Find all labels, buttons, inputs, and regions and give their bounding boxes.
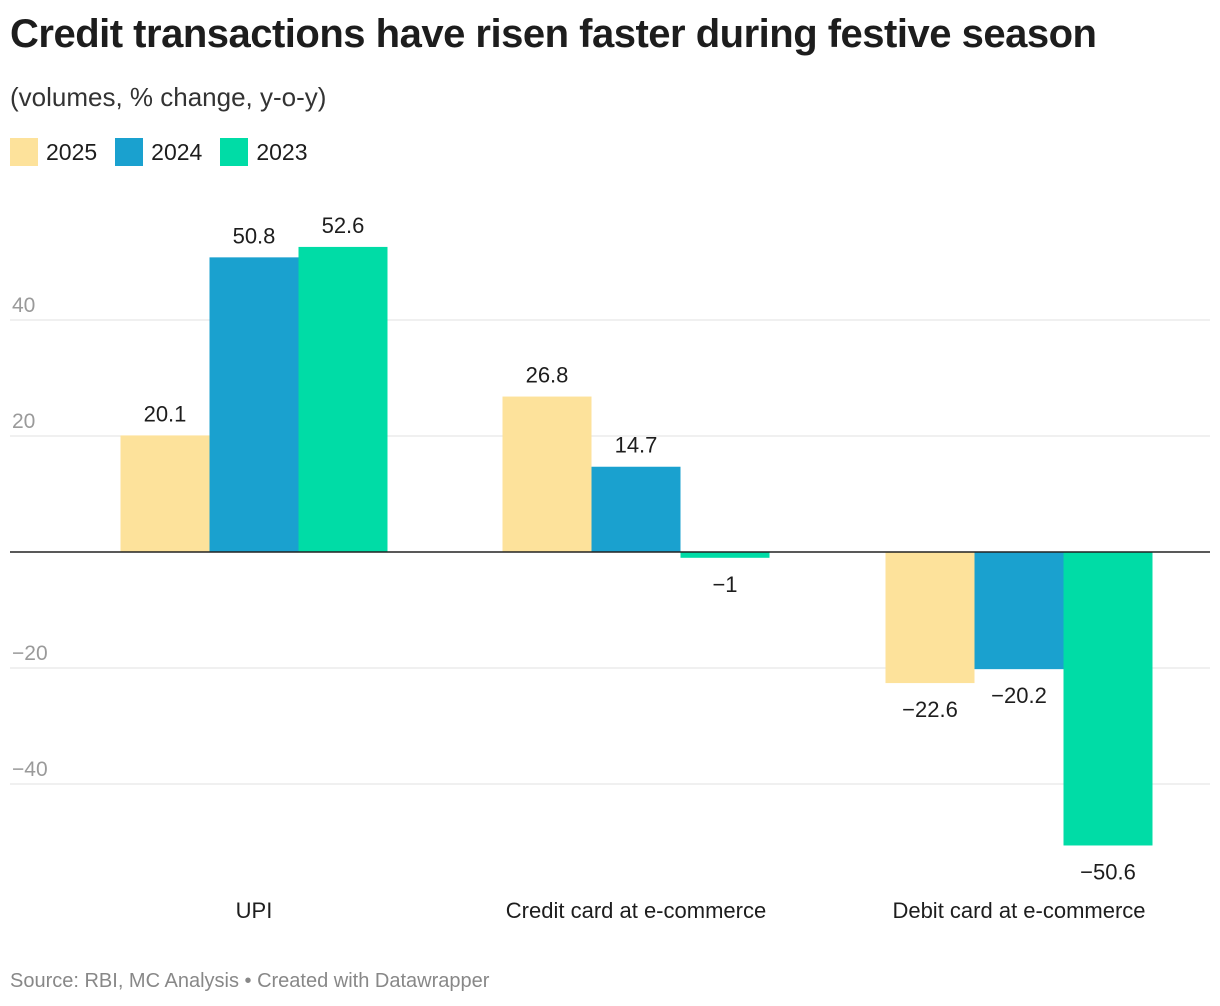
legend-label: 2025: [46, 138, 98, 165]
bar-2024: [209, 257, 299, 552]
data-label: −1: [712, 572, 737, 597]
data-label: 26.8: [526, 363, 569, 388]
bar-2025: [885, 552, 975, 684]
legend-swatch: [10, 138, 38, 166]
data-label: −22.6: [902, 697, 958, 722]
bar-2023: [680, 552, 770, 558]
legend-swatch: [115, 138, 144, 166]
legend: 2025 2024 2023: [10, 138, 308, 166]
legend-label: 2024: [151, 138, 203, 165]
data-label: 14.7: [615, 433, 658, 458]
data-label: 50.8: [233, 223, 276, 248]
source-note: Source: RBI, MC Analysis • Created with …: [10, 970, 490, 992]
bar-2023: [1063, 552, 1153, 846]
y-tick-label: 40: [12, 294, 35, 317]
y-tick-label: −20: [12, 642, 48, 665]
bar-2024: [591, 466, 681, 552]
data-label: 52.6: [322, 213, 365, 238]
data-label: 20.1: [144, 401, 187, 426]
legend-item-2023: 2023: [220, 138, 308, 166]
x-category-label: Credit card at e-commerce: [506, 898, 766, 923]
legend-item-2024: 2024: [115, 138, 202, 166]
data-label: −50.6: [1080, 859, 1136, 884]
x-category-label: UPI: [236, 898, 273, 923]
legend-item-2025: 2025: [10, 138, 97, 166]
bar-2025: [120, 435, 210, 552]
data-label: −20.2: [991, 683, 1047, 708]
x-category-label: Debit card at e-commerce: [892, 898, 1145, 923]
chart-title: Credit transactions have risen faster du…: [10, 12, 1097, 56]
bar-2025: [502, 396, 592, 552]
chart-subtitle: (volumes, % change, y-o-y): [10, 82, 327, 112]
legend-label: 2023: [256, 138, 308, 165]
legend-swatch: [220, 138, 249, 166]
y-tick-label: −40: [12, 758, 48, 781]
bar-2024: [974, 552, 1064, 670]
bar-2023: [298, 246, 388, 553]
y-tick-label: 20: [12, 410, 35, 433]
